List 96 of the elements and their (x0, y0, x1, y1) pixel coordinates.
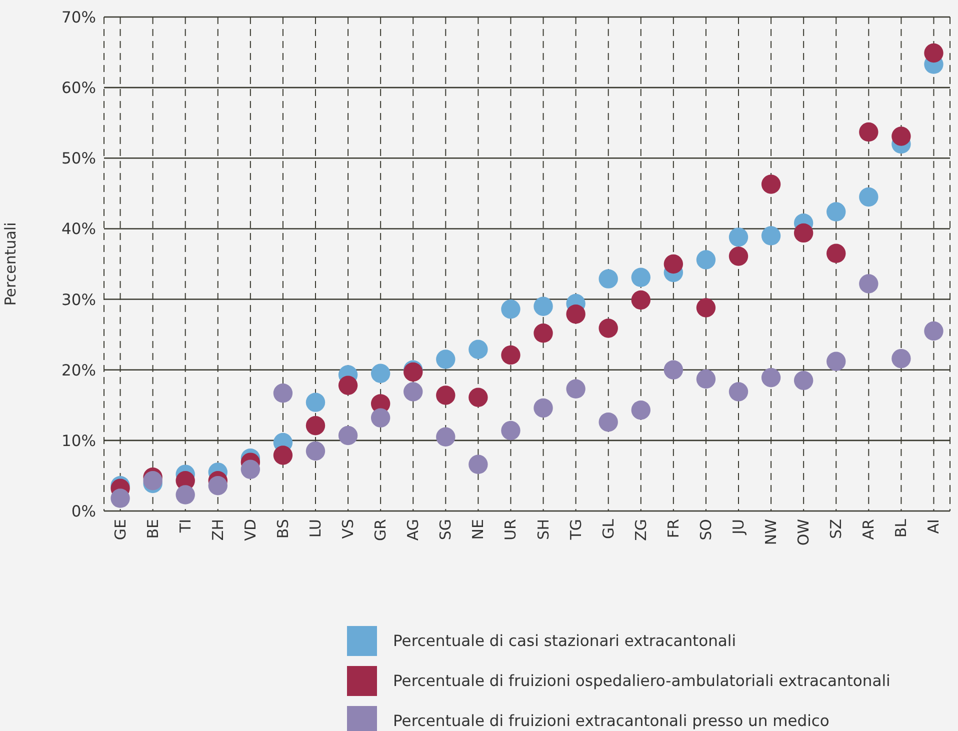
point (436, 427, 456, 446)
point (370, 364, 390, 383)
point (468, 454, 488, 474)
point (859, 274, 878, 294)
point (728, 246, 748, 266)
point (598, 318, 618, 338)
point (892, 348, 911, 368)
point (306, 441, 326, 461)
x-tick-label: VS (339, 519, 358, 539)
point (761, 368, 781, 388)
point (598, 269, 618, 288)
point (273, 384, 293, 403)
x-tick-label: TI (176, 519, 194, 534)
y-tick-label: 30% (62, 290, 96, 309)
x-tick-label: SO (696, 519, 715, 540)
point (631, 268, 650, 287)
point (924, 43, 944, 63)
y-tick-label: 20% (62, 361, 96, 380)
x-tick-label: NE (469, 519, 488, 540)
x-tick-label: BL (892, 518, 910, 538)
x-tick-label: ZH (208, 519, 227, 541)
point (892, 126, 911, 146)
point (826, 244, 846, 264)
x-tick-label: FR (664, 519, 682, 538)
point (826, 202, 846, 222)
x-tick-label: NW (762, 518, 780, 546)
point (696, 250, 716, 270)
point (143, 471, 162, 490)
point (859, 122, 878, 142)
point (436, 350, 456, 369)
point (598, 412, 618, 432)
x-tick-label: TG (566, 519, 585, 541)
y-tick-label: 70% (62, 8, 96, 27)
x-tick-label: GL (599, 518, 618, 539)
x-tick-label: VD (241, 519, 260, 541)
point (501, 300, 520, 319)
y-tick-label: 60% (62, 79, 96, 98)
x-tick-label: BE (144, 519, 162, 539)
point (306, 392, 326, 412)
point (631, 400, 650, 420)
point (794, 223, 814, 243)
point (208, 476, 228, 496)
point (468, 388, 488, 407)
x-tick-label: AR (860, 519, 878, 540)
point (859, 187, 878, 207)
point (501, 345, 520, 365)
point (728, 382, 748, 402)
point (306, 416, 326, 436)
point (761, 226, 781, 246)
x-tick-label: AI (924, 519, 943, 534)
point (696, 369, 716, 389)
x-tick-label: OW (794, 518, 813, 546)
point (338, 376, 358, 395)
point (534, 398, 553, 418)
point (631, 290, 650, 310)
x-tick-label: AG (404, 519, 422, 541)
point (110, 488, 130, 508)
x-tick-label: GE (111, 519, 130, 540)
point (176, 485, 195, 504)
point (338, 426, 358, 446)
x-tick-label: ZG (632, 519, 650, 541)
x-tick-label: LU (306, 519, 324, 538)
x-tick-label: BS (274, 519, 292, 539)
x-tick-label: GR (372, 519, 390, 542)
legend-label: Percentuale di fruizioni ospedaliero-ambulatoriali extracantonali (393, 672, 890, 690)
point (664, 360, 684, 380)
y-tick-label: 10% (62, 432, 96, 450)
point (728, 228, 748, 247)
point (826, 352, 846, 371)
x-tick-label: JU (730, 519, 748, 536)
legend-label: Percentuale di fruizioni extracantonali presso un medico (393, 712, 830, 730)
point (404, 382, 423, 402)
point (273, 446, 293, 465)
point (566, 379, 586, 398)
x-tick-label: SZ (827, 519, 846, 539)
y-tick-label: 50% (62, 150, 96, 168)
point (794, 370, 814, 390)
point (534, 324, 553, 343)
y-axis-title: Percentuali (1, 222, 20, 306)
point (370, 408, 390, 428)
y-tick-label: 0% (71, 502, 96, 521)
point (436, 386, 456, 405)
point (240, 460, 260, 479)
x-tick-label: SG (436, 519, 455, 540)
point (924, 321, 944, 341)
point (566, 304, 586, 324)
point (696, 298, 716, 318)
y-tick-label: 40% (62, 220, 96, 238)
x-tick-label: SH (534, 519, 552, 540)
point (664, 254, 684, 274)
x-tick-label: UR (502, 519, 520, 540)
point (761, 174, 781, 194)
legend-label: Percentuale di casi stazionari extracantonali (393, 632, 736, 650)
point (534, 296, 553, 316)
point (468, 340, 488, 359)
point (501, 420, 520, 440)
